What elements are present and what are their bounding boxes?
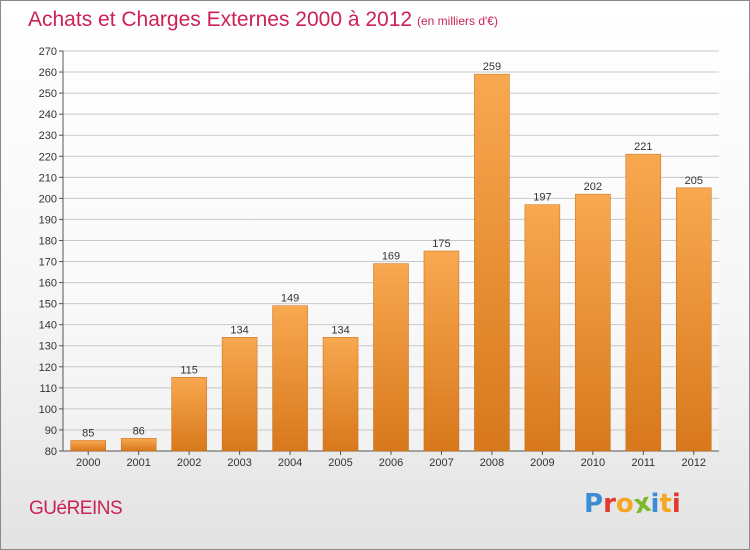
y-tick-label: 170 xyxy=(39,257,57,269)
bar-2008 xyxy=(474,73,510,452)
bar-2003 xyxy=(221,337,258,452)
data-label-2007: 175 xyxy=(432,238,450,250)
x-tick-label-2002: 2002 xyxy=(177,457,201,469)
x-tick-label-2000: 2000 xyxy=(76,457,100,469)
bar-2011 xyxy=(625,153,662,452)
x-tick-label-2007: 2007 xyxy=(429,457,453,469)
y-tick-label: 250 xyxy=(39,88,57,100)
data-label-2011: 221 xyxy=(634,141,652,153)
logo-letter: P xyxy=(584,489,604,519)
data-label-2009: 197 xyxy=(533,192,551,204)
bar-2012 xyxy=(676,187,712,452)
data-label-2002: 115 xyxy=(180,364,198,376)
x-tick-label-2008: 2008 xyxy=(480,457,504,469)
logo-letter: i xyxy=(650,489,660,519)
logo-letter: o xyxy=(615,489,634,519)
y-tick-label: 130 xyxy=(39,341,57,353)
y-tick-label: 90 xyxy=(45,425,57,437)
x-tick-label-2003: 2003 xyxy=(227,457,251,469)
data-label-2012: 205 xyxy=(685,175,703,187)
y-tick-label: 200 xyxy=(39,193,57,205)
y-tick-label: 190 xyxy=(39,214,57,226)
place-name: GUéREINS xyxy=(29,498,123,519)
logo-letter: r xyxy=(603,489,616,519)
y-tick-label: 80 xyxy=(45,446,57,458)
data-label-2004: 149 xyxy=(281,293,299,305)
logo-letter: i xyxy=(671,489,681,519)
y-tick-label: 100 xyxy=(39,404,57,416)
chart-title: Achats et Charges Externes 2000 à 2012 xyxy=(28,8,413,31)
logo-letter: t xyxy=(659,489,672,519)
chart-subtitle: (en milliers d'€) xyxy=(417,14,498,28)
y-tick-label: 140 xyxy=(39,320,57,332)
y-tick-label: 210 xyxy=(39,172,57,184)
bar-2002 xyxy=(171,377,207,452)
y-tick-label: 150 xyxy=(39,299,57,311)
bar-2010 xyxy=(575,193,611,452)
data-label-2005: 134 xyxy=(331,324,349,336)
x-tick-label-2006: 2006 xyxy=(379,457,403,469)
y-tick-label: 110 xyxy=(39,383,57,395)
y-tick-label: 270 xyxy=(39,46,57,58)
data-label-2006: 169 xyxy=(382,251,400,263)
data-label-2000: 85 xyxy=(82,427,94,439)
x-tick-label-2012: 2012 xyxy=(682,457,706,469)
y-tick-label: 230 xyxy=(39,130,57,142)
data-label-2010: 202 xyxy=(584,181,602,193)
x-tick-label-2001: 2001 xyxy=(126,457,150,469)
bar-2000 xyxy=(70,440,106,452)
y-tick-label: 180 xyxy=(39,235,57,247)
bar-2006 xyxy=(373,263,409,452)
data-label-2001: 86 xyxy=(133,425,145,437)
x-tick-label-2009: 2009 xyxy=(530,457,554,469)
data-label-2008: 259 xyxy=(483,61,501,73)
bar-2004 xyxy=(272,305,308,452)
bar-2009 xyxy=(524,204,561,452)
x-tick-label-2011: 2011 xyxy=(631,457,655,469)
x-tick-label-2010: 2010 xyxy=(581,457,605,469)
proxiti-logo: Proxiti xyxy=(584,488,681,521)
bar-2001 xyxy=(120,438,157,452)
x-tick-label-2004: 2004 xyxy=(278,457,302,469)
y-tick-label: 260 xyxy=(39,67,57,79)
y-tick-label: 220 xyxy=(39,151,57,163)
bar-2005 xyxy=(322,337,359,452)
x-tick-label-2005: 2005 xyxy=(328,457,352,469)
y-tick-label: 120 xyxy=(39,362,57,374)
bar-2007 xyxy=(423,250,460,452)
y-tick-label: 240 xyxy=(39,109,57,121)
y-tick-label: 160 xyxy=(39,278,57,290)
data-label-2003: 134 xyxy=(230,324,248,336)
